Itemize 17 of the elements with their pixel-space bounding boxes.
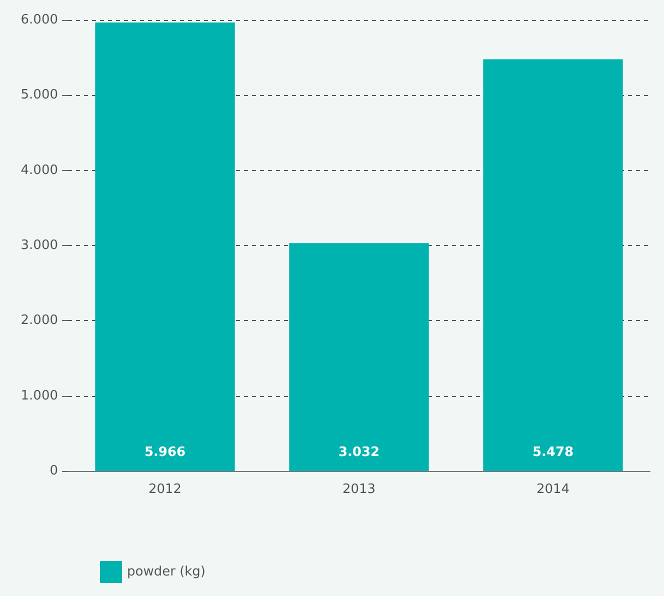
data-label: 3.032 xyxy=(338,445,380,460)
y-tick-label: 0 xyxy=(50,464,58,478)
data-label: 5.966 xyxy=(144,445,186,460)
x-tick-label: 2012 xyxy=(148,482,182,497)
y-tick-label: 6.000 xyxy=(20,12,58,28)
y-tick-label: 5.000 xyxy=(20,88,58,103)
bar xyxy=(95,22,235,471)
y-tick-label: 1.000 xyxy=(20,388,58,404)
x-tick-label: 2014 xyxy=(536,482,570,497)
x-tick-label: 2013 xyxy=(342,482,376,497)
bar xyxy=(483,59,623,471)
data-label: 5.478 xyxy=(532,445,574,460)
bar xyxy=(289,243,429,471)
y-tick-label: 4.000 xyxy=(20,162,58,178)
y-tick-label: 3.000 xyxy=(20,238,58,253)
legend-label: powder (kg) xyxy=(127,564,206,580)
y-tick-label: 2.000 xyxy=(20,313,58,328)
